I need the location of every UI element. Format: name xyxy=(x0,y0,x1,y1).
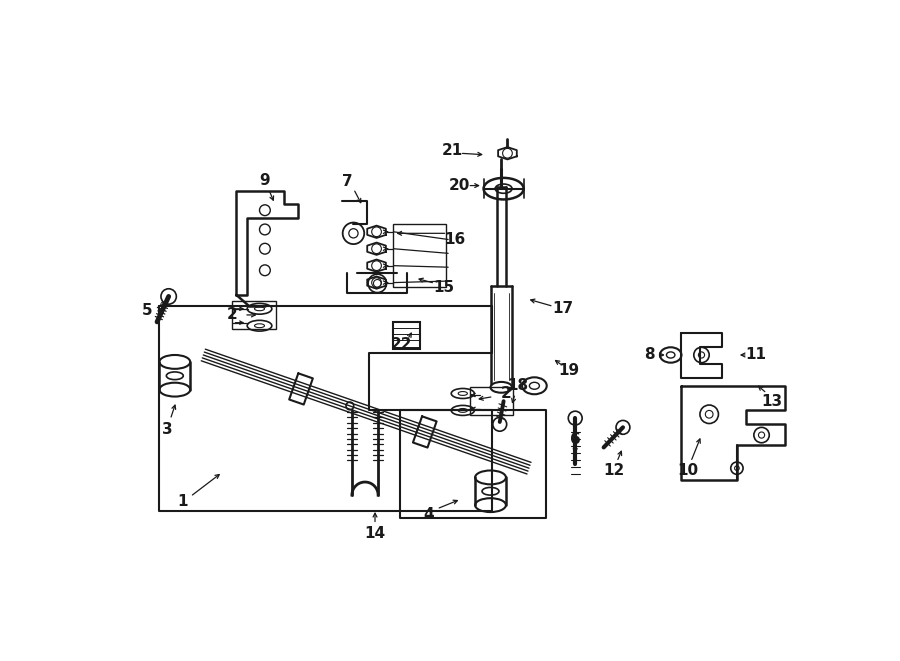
Circle shape xyxy=(161,289,176,304)
Text: 9: 9 xyxy=(259,173,269,188)
Text: 8: 8 xyxy=(644,348,655,362)
Text: 2: 2 xyxy=(500,386,511,401)
Text: 10: 10 xyxy=(677,463,698,478)
Text: 17: 17 xyxy=(553,301,573,316)
Text: 6: 6 xyxy=(570,432,580,447)
Text: 16: 16 xyxy=(445,232,465,247)
Circle shape xyxy=(346,402,354,410)
Text: 19: 19 xyxy=(559,363,580,378)
Text: 3: 3 xyxy=(162,422,173,437)
Text: 14: 14 xyxy=(364,526,385,541)
Text: 22: 22 xyxy=(391,338,412,352)
Text: 20: 20 xyxy=(449,178,471,193)
Text: 7: 7 xyxy=(342,175,353,189)
Text: 12: 12 xyxy=(603,463,625,478)
Text: 13: 13 xyxy=(761,394,783,408)
Text: 15: 15 xyxy=(434,280,454,295)
Text: 4: 4 xyxy=(424,507,434,522)
Text: 11: 11 xyxy=(745,348,766,362)
Text: 5: 5 xyxy=(142,303,152,318)
Bar xyxy=(393,322,420,349)
Circle shape xyxy=(493,417,507,431)
Circle shape xyxy=(568,411,582,425)
Circle shape xyxy=(616,420,630,434)
Text: 18: 18 xyxy=(508,378,529,393)
Bar xyxy=(232,301,276,329)
Text: 2: 2 xyxy=(227,307,238,323)
Text: 21: 21 xyxy=(441,143,463,158)
Text: 1: 1 xyxy=(177,494,188,509)
Bar xyxy=(471,387,513,415)
Bar xyxy=(393,224,446,288)
